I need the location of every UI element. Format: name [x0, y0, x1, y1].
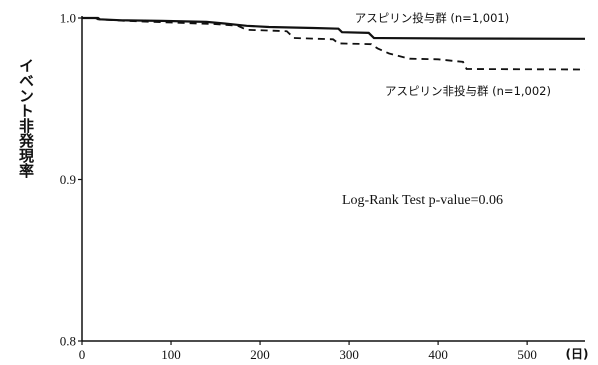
x-tick-label: 400 [428, 347, 448, 362]
legend-label-solid-series: アスピリン投与群 (n=1,001) [355, 11, 509, 25]
y-tick-label: 0.9 [60, 172, 76, 187]
axes [81, 16, 585, 342]
labels: アスピリン投与群 (n=1,001) アスピリン非投与群 (n=1,002) L… [17, 11, 588, 361]
x-tick-label: 100 [161, 347, 181, 362]
log-rank-annotation: Log-Rank Test p-value=0.06 [342, 193, 503, 208]
y-tick-label: 1.0 [60, 11, 76, 26]
x-tick-label: 500 [517, 347, 537, 362]
x-axis-unit-label: (日) [566, 347, 589, 361]
x-tick-label: 0 [79, 347, 86, 362]
series-line-dashed [82, 17, 586, 71]
y-axis-title: イベント非発現率 [17, 58, 35, 179]
series-lines [82, 16, 586, 71]
y-tick-label: 0.8 [60, 334, 76, 349]
x-tick-label: 200 [250, 347, 270, 362]
x-tick-label: 300 [339, 347, 359, 362]
legend-label-dashed-series: アスピリン非投与群 (n=1,002) [385, 84, 551, 98]
ticks: 0.8 0.9 1.0 0 100 200 300 400 500 [60, 11, 537, 363]
